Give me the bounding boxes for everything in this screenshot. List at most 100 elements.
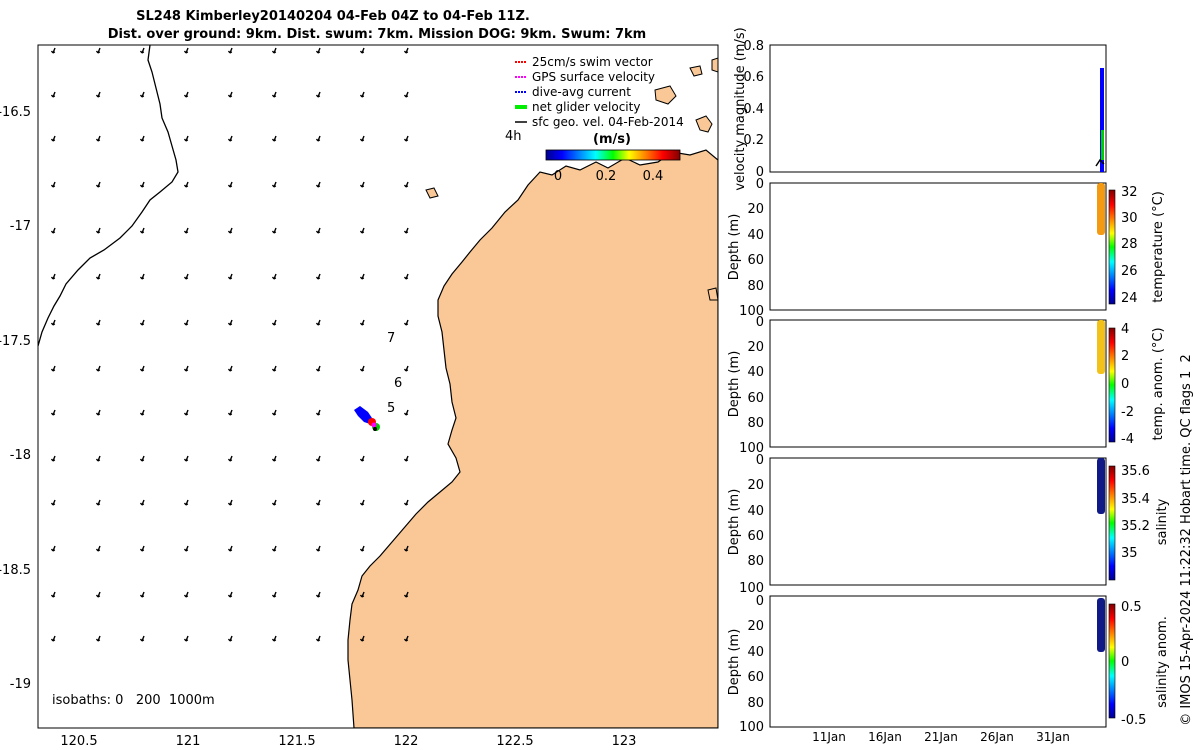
current-arrow <box>315 319 321 326</box>
current-arrow <box>359 635 365 642</box>
sal-anom-depth-tick: 20 <box>747 619 764 634</box>
time-label-6: 6 <box>394 376 402 391</box>
temp-anom-depth-tick: 60 <box>747 391 764 406</box>
map-y-axis: -16.5 -17 -17.5 -18 -18.5 -19 <box>0 105 31 692</box>
current-arrow <box>227 319 233 326</box>
current-arrow <box>50 319 56 326</box>
current-arrow <box>271 273 277 280</box>
sal-anom-depth-tick: 40 <box>747 645 764 660</box>
temperature-depth-tick: 100 <box>739 304 764 319</box>
current-arrow <box>50 365 56 372</box>
map-y-tick: -17.5 <box>0 334 31 349</box>
map-y-tick: -19 <box>10 677 31 692</box>
temperature-colorbar-tick: 24 <box>1121 291 1138 306</box>
salinity-colorbar-label: salinity <box>1155 498 1170 545</box>
temperature-depth-tick: 20 <box>747 202 764 217</box>
current-arrow <box>315 181 321 188</box>
current-arrow <box>95 409 101 416</box>
time-label-7: 7 <box>387 331 395 346</box>
temp-anom-y-label: Depth (m) <box>727 351 742 418</box>
velocity-y-label: velocity magnitude (m/s) <box>733 27 748 190</box>
map-y-tick: -17 <box>10 219 31 234</box>
salinity-axes <box>769 457 1107 586</box>
figure-title-line1: SL248 Kimberley20140204 04-Feb 04Z to 04… <box>136 9 530 24</box>
temperature-colorbar-tick: 30 <box>1121 211 1138 226</box>
current-arrow <box>315 135 321 142</box>
map-y-tick: -18 <box>10 448 31 463</box>
map-x-tick: 122.5 <box>496 734 533 749</box>
salinity-colorbar <box>1108 465 1116 581</box>
current-arrow <box>271 455 277 462</box>
temp-anom-depth-tick: 20 <box>747 340 764 355</box>
temperature-colorbar <box>1108 189 1116 305</box>
current-arrow <box>139 227 145 234</box>
current-arrow <box>95 545 101 552</box>
current-arrow <box>359 365 365 372</box>
current-arrow <box>403 273 409 280</box>
temp-anom-colorbar-label: temp. anom. (°C) <box>1151 327 1166 440</box>
current-arrow <box>139 409 145 416</box>
temp-anom-colorbar <box>1108 327 1116 443</box>
temp-anom-profile <box>1097 320 1105 374</box>
temperature-panel: 0 20 40 60 80 100 Depth (m) 32 30 28 26 … <box>727 177 1166 319</box>
current-arrow <box>139 499 145 506</box>
current-arrow <box>227 545 233 552</box>
current-arrow <box>403 91 409 98</box>
current-arrow <box>359 591 365 598</box>
temperature-colorbar-tick: 32 <box>1121 185 1138 200</box>
current-arrow <box>271 365 277 372</box>
sal-anom-x-tick: 26Jan <box>980 730 1014 744</box>
current-arrow <box>139 319 145 326</box>
current-arrow <box>271 181 277 188</box>
current-arrow <box>50 227 56 234</box>
current-arrow <box>403 47 409 54</box>
sal-anom-depth-tick: 80 <box>747 696 764 711</box>
map-x-tick: 121.5 <box>278 734 315 749</box>
current-arrow <box>227 47 233 54</box>
sal-anom-profile <box>1097 598 1105 652</box>
current-arrow <box>403 545 409 552</box>
map-colorbar-label: (m/s) <box>593 132 631 147</box>
time-label-4h: 4h <box>505 129 522 144</box>
current-arrow <box>183 319 189 326</box>
current-arrow <box>227 365 233 372</box>
current-arrow <box>359 181 365 188</box>
current-arrow <box>315 591 321 598</box>
current-arrow <box>271 135 277 142</box>
current-arrow <box>183 181 189 188</box>
current-arrow <box>315 499 321 506</box>
temp-anom-depth-tick: 0 <box>756 315 764 330</box>
map-x-tick: 120.5 <box>60 734 97 749</box>
current-arrow <box>227 135 233 142</box>
current-arrow <box>95 635 101 642</box>
temp-anom-colorbar-tick: 2 <box>1121 349 1129 364</box>
current-arrow <box>315 365 321 372</box>
island-4 <box>711 57 718 73</box>
current-arrow <box>315 635 321 642</box>
current-arrow <box>271 545 277 552</box>
salinity-colorbar-tick: 35.4 <box>1121 492 1150 507</box>
glider-position-black <box>373 427 377 431</box>
current-arrow <box>403 455 409 462</box>
velocity-y-tick: 0.6 <box>743 70 764 85</box>
temp-anom-depth-tick: 40 <box>747 365 764 380</box>
current-arrow <box>403 365 409 372</box>
current-arrow <box>359 227 365 234</box>
salinity-depth-tick: 40 <box>747 504 764 519</box>
sal-anom-x-tick: 31Jan <box>1036 730 1070 744</box>
current-arrow <box>359 545 365 552</box>
current-arrow <box>315 545 321 552</box>
current-arrow <box>271 591 277 598</box>
current-arrow <box>403 591 409 598</box>
sal-anom-colorbar <box>1108 603 1116 719</box>
current-arrow <box>403 409 409 416</box>
isobath-line <box>38 45 179 347</box>
current-arrow <box>183 47 189 54</box>
map-y-tick: -18.5 <box>0 563 31 578</box>
current-arrow <box>50 181 56 188</box>
sal-anom-x-tick: 16Jan <box>868 730 902 744</box>
current-arrow <box>50 455 56 462</box>
current-arrow <box>139 273 145 280</box>
current-arrow <box>227 227 233 234</box>
